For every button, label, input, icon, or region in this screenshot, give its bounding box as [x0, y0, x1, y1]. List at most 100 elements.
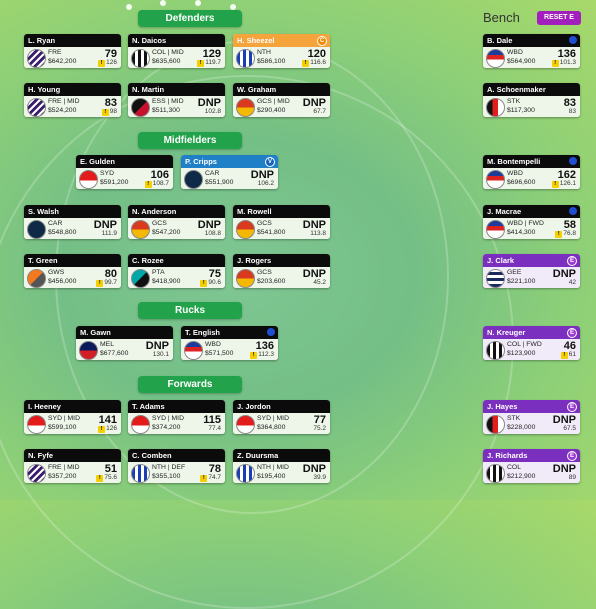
player-card-anderson[interactable]: N. Anderson GCS $547,200 DNP 108.8	[128, 205, 225, 239]
player-price: $374,200	[152, 424, 181, 431]
player-card-gawn[interactable]: M. Gawn MEL $677,600 DNP 130.1	[76, 326, 173, 360]
player-body: SYD | MID $599,100 141 ! 126	[24, 413, 121, 434]
player-card-hayes[interactable]: J. Hayes E STK $228,000 DNP 67.5	[483, 400, 580, 434]
club-logo-icon	[236, 464, 255, 483]
player-card-gulden[interactable]: E. Gulden SYD $591,200 106 ! 108.7	[76, 155, 173, 189]
player-body: WBD $696,600 162 ! 126.1	[483, 168, 580, 189]
player-card-richards[interactable]: J. Richards E COL $212,900 DNP 89	[483, 449, 580, 483]
player-club: GCS | MID	[257, 98, 290, 105]
player-card-ryan[interactable]: L. Ryan FRE $642,200 79 ! 126	[24, 34, 121, 68]
player-name: B. Dale	[487, 36, 513, 45]
player-name: E. Gulden	[80, 157, 116, 166]
player-body: GCS $541,800 DNP 113.8	[233, 218, 330, 239]
player-card-comben[interactable]: C. Comben NTH | DEF $355,100 78 ! 74.7	[128, 449, 225, 483]
player-average-value: 119.7	[205, 59, 221, 66]
club-logo-icon	[131, 220, 150, 239]
player-card-jordon[interactable]: J. Jordon SYD | MID $364,800 77 75.2	[233, 400, 330, 434]
player-card-clark[interactable]: J. Clark E GEE $221,100 DNP 42	[483, 254, 580, 288]
section-defenders: Defenders	[138, 10, 242, 27]
player-body: STK $117,300 83 83	[483, 96, 580, 117]
player-name: J. Macrae	[487, 207, 522, 216]
player-price: $123,900	[507, 350, 536, 357]
player-average: ! 90.6	[200, 279, 221, 287]
player-club: SYD | MID	[48, 415, 80, 422]
club-logo-icon	[79, 341, 98, 360]
player-name-header: W. Graham	[233, 83, 330, 96]
badge-icon: V	[265, 157, 275, 167]
player-club: ESS | MID	[152, 98, 184, 105]
field-dot	[230, 4, 236, 10]
player-price: $541,800	[257, 229, 286, 236]
player-average: 113.8	[310, 230, 326, 237]
player-name-header: I. Heeney	[24, 400, 121, 413]
player-name: N. Fyfe	[28, 451, 54, 460]
player-card-graham[interactable]: W. Graham GCS | MID $290,400 DNP 67.7	[233, 83, 330, 117]
player-body: NTH | MID $195,400 DNP 39.9	[233, 462, 330, 483]
player-card-sheezel[interactable]: H. Sheezel C NTH $586,100 120 ! 116.6	[233, 34, 330, 68]
flag-icon: !	[250, 352, 258, 359]
flag-icon: !	[551, 181, 559, 188]
player-name: M. Rowell	[237, 207, 272, 216]
player-price: $117,300	[507, 107, 535, 114]
player-score: DNP	[197, 219, 221, 231]
player-average: ! 108.7	[144, 180, 169, 188]
player-name-header: S. Walsh	[24, 205, 121, 218]
player-price: $599,100	[48, 424, 77, 431]
reset-button[interactable]: RESET E	[537, 11, 581, 25]
player-card-rogers[interactable]: J. Rogers GCS $203,600 DNP 45.2	[233, 254, 330, 288]
player-card-young[interactable]: H. Young FRE | MID $524,200 83 ! 98	[24, 83, 121, 117]
player-score: DNP	[302, 219, 326, 231]
player-card-walsh[interactable]: S. Walsh CAR $548,800 DNP 111.9	[24, 205, 121, 239]
player-card-rozee[interactable]: C. Rozee PTA $418,900 75 ! 90.6	[128, 254, 225, 288]
player-name-header: J. Clark E	[483, 254, 580, 267]
player-average-value: 106.2	[257, 180, 274, 187]
player-card-duursma[interactable]: Z. Duursma NTH | MID $195,400 DNP 39.9	[233, 449, 330, 483]
player-body: SYD | MID $374,200 115 77.4	[128, 413, 225, 434]
player-card-martin[interactable]: N. Martin ESS | MID $511,300 DNP 102.8	[128, 83, 225, 117]
field-dot	[160, 0, 166, 6]
player-name-header: N. Daicos	[128, 34, 225, 47]
player-card-fyfe[interactable]: N. Fyfe FRE | MID $357,200 51 ! 75.6	[24, 449, 121, 483]
player-name-header: N. Fyfe	[24, 449, 121, 462]
player-club: STK	[507, 98, 521, 105]
player-average: ! 112.3	[250, 351, 274, 359]
flag-icon: !	[98, 426, 106, 433]
player-score: DNP	[302, 97, 326, 109]
player-card-bontempelli[interactable]: M. Bontempelli WBD $696,600 162 ! 126.1	[483, 155, 580, 189]
player-name: L. Ryan	[28, 36, 56, 45]
player-body: GCS | MID $290,400 DNP 67.7	[233, 96, 330, 117]
player-card-cripps[interactable]: P. Cripps V CAR $551,900 DNP 106.2	[181, 155, 278, 189]
player-club: NTH | DEF	[152, 464, 186, 471]
player-price: $696,600	[507, 179, 536, 186]
badge-icon: C	[317, 36, 327, 46]
player-card-dale[interactable]: B. Dale WBD $564,900 136 ! 101.3	[483, 34, 580, 68]
player-average: ! 101.3	[551, 59, 576, 67]
player-name: A. Schoenmaker	[487, 85, 546, 94]
player-name-header: C. Comben	[128, 449, 225, 462]
status-dot-icon	[569, 36, 577, 44]
player-score: 162	[557, 169, 576, 181]
player-card-daicos[interactable]: N. Daicos COL | MID $635,600 129 ! 119.7	[128, 34, 225, 68]
player-club: CAR	[48, 220, 63, 227]
flag-icon: !	[144, 181, 152, 188]
player-card-adams[interactable]: T. Adams SYD | MID $374,200 115 77.4	[128, 400, 225, 434]
player-card-macrae[interactable]: J. Macrae WBD | FWD $414,300 58 ! 76.8	[483, 205, 580, 239]
player-card-rowell[interactable]: M. Rowell GCS $541,800 DNP 113.8	[233, 205, 330, 239]
player-body: FRE | MID $357,200 51 ! 75.6	[24, 462, 121, 483]
player-average: ! 76.8	[555, 230, 576, 238]
player-average-value: 126.1	[559, 180, 576, 187]
player-card-english[interactable]: T. English WBD $571,500 136 ! 112.3	[181, 326, 278, 360]
player-name: J. Jordon	[237, 402, 271, 411]
player-name-header: N. Kreuger E	[483, 326, 580, 339]
club-logo-icon	[27, 98, 46, 117]
player-card-schoenmaker[interactable]: A. Schoenmaker STK $117,300 83 83	[483, 83, 580, 117]
player-card-heeney[interactable]: I. Heeney SYD | MID $599,100 141 ! 126	[24, 400, 121, 434]
player-name: T. Green	[28, 256, 58, 265]
player-average: 45.2	[313, 279, 326, 286]
player-body: MEL $677,600 DNP 130.1	[76, 339, 173, 360]
player-average: 42	[569, 279, 576, 286]
player-card-kreuger[interactable]: N. Kreuger E COL | FWD $123,900 46 ! 61	[483, 326, 580, 360]
player-body: NTH $586,100 120 ! 116.6	[233, 47, 330, 68]
player-price: $228,000	[507, 424, 536, 431]
player-card-green[interactable]: T. Green GWS $456,000 80 ! 99.7	[24, 254, 121, 288]
